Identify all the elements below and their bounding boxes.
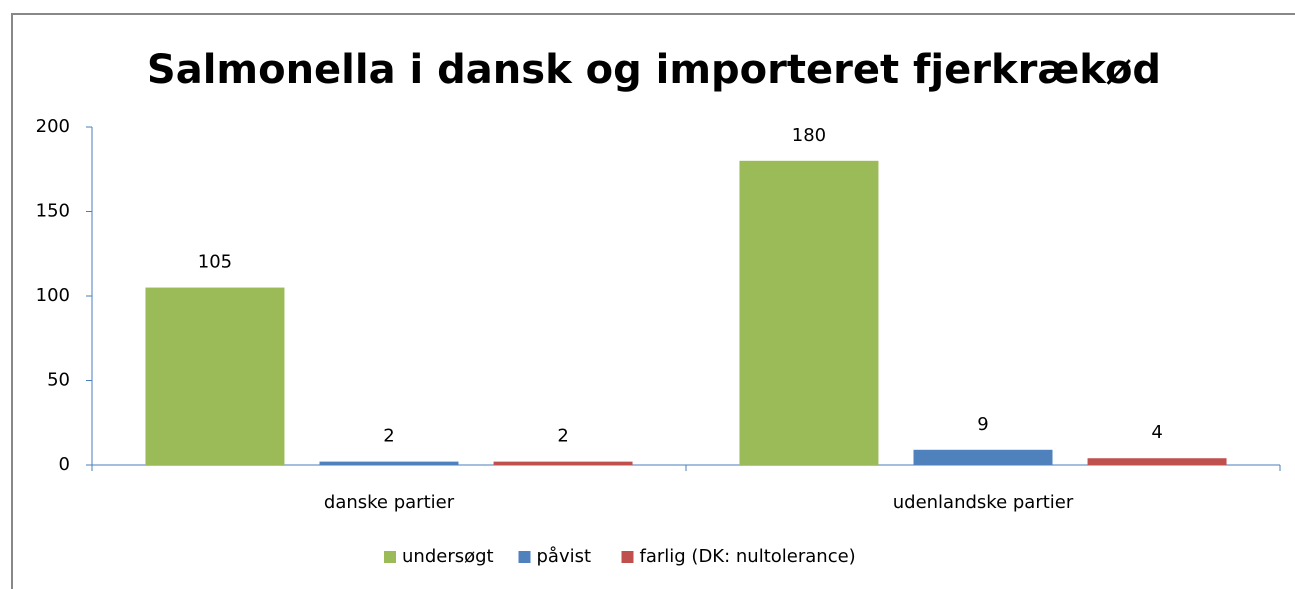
y-tick-label: 50 [47, 370, 70, 391]
bar [739, 160, 879, 466]
legend-label: undersøgt [402, 546, 494, 567]
chart-title: Salmonella i dansk og importeret fjerkræ… [147, 47, 1161, 93]
legend-swatch [384, 551, 396, 563]
legend-label: påvist [537, 546, 592, 567]
legend-swatch [518, 551, 531, 563]
data-label: 9 [977, 414, 988, 435]
bar [493, 461, 633, 465]
data-label: 2 [383, 426, 394, 447]
legend-swatch [621, 551, 634, 563]
y-tick-label: 100 [36, 285, 70, 306]
data-label: 2 [557, 426, 568, 447]
bar [145, 287, 285, 465]
bar [913, 449, 1053, 465]
data-label: 105 [198, 252, 232, 273]
data-label: 4 [1151, 422, 1162, 443]
legend-label: farlig (DK: nultolerance) [640, 546, 856, 567]
bar [1087, 458, 1227, 465]
y-tick-label: 0 [59, 454, 70, 475]
x-tick-label: udenlandske partier [893, 492, 1074, 513]
y-tick-label: 200 [36, 116, 70, 137]
bar [319, 461, 459, 465]
data-label: 180 [792, 125, 826, 146]
y-tick-label: 150 [36, 201, 70, 222]
x-tick-label: danske partier [324, 492, 455, 513]
